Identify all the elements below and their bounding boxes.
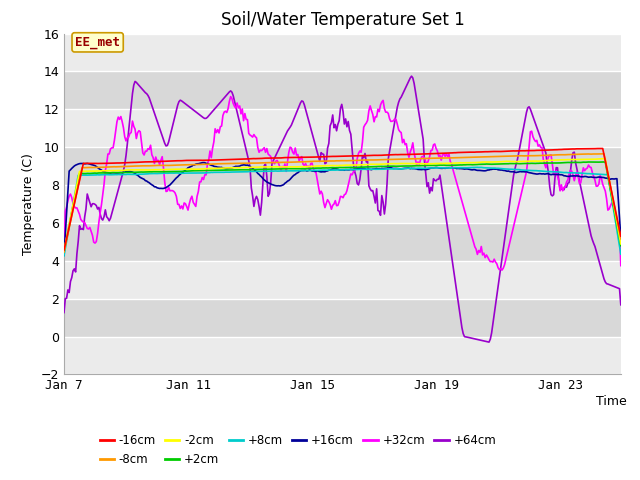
- Bar: [64, 261, 621, 299]
- Bar: [64, 223, 621, 261]
- Bar: [64, 147, 621, 185]
- Bar: [64, 109, 621, 147]
- Title: Soil/Water Temperature Set 1: Soil/Water Temperature Set 1: [221, 11, 464, 29]
- Legend: -16cm, -8cm, -2cm, +2cm, +8cm, +16cm, +32cm, +64cm: -16cm, -8cm, -2cm, +2cm, +8cm, +16cm, +3…: [95, 430, 500, 471]
- X-axis label: Time: Time: [596, 395, 627, 408]
- Bar: [64, 34, 621, 72]
- Text: EE_met: EE_met: [75, 36, 120, 49]
- Bar: [64, 336, 621, 374]
- Bar: [64, 185, 621, 223]
- Bar: [64, 72, 621, 109]
- Y-axis label: Temperature (C): Temperature (C): [22, 153, 35, 255]
- Bar: [64, 299, 621, 336]
